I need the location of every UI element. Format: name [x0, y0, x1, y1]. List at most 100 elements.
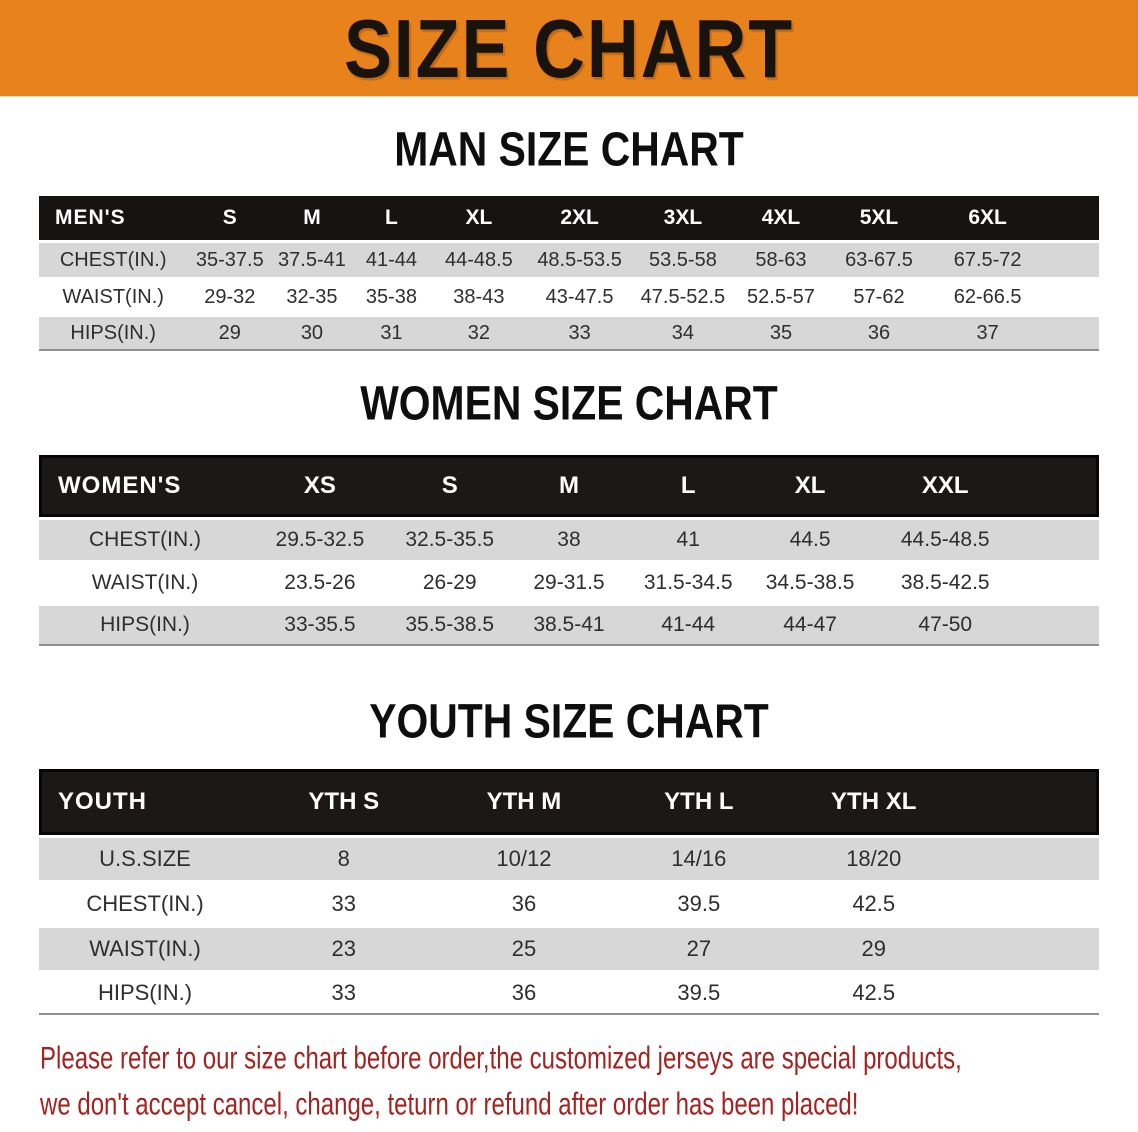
men-hips-row: HIPS(IN.) 29 30 31 32 33 34 35 36 37 — [39, 317, 1099, 351]
size-value: 35-38 — [351, 280, 432, 314]
men-size-table: MEN'S S M L XL 2XL 3XL 4XL 5XL 6XL CHEST… — [39, 193, 1099, 354]
youth-size-column-xl: YTH XL — [786, 769, 962, 835]
size-value: 8 — [251, 838, 437, 880]
men-size-column-6xl: 6XL — [929, 196, 1046, 240]
men-size-column-s: S — [187, 196, 273, 240]
spacer-cell — [961, 928, 1099, 970]
size-value: 41 — [627, 520, 750, 560]
size-value: 33 — [251, 973, 437, 1015]
men-table-label: MEN'S — [39, 196, 188, 240]
size-value: 23 — [251, 928, 437, 970]
spacer-cell — [1019, 606, 1099, 646]
youth-ussize-row: U.S.SIZE 8 10/12 14/16 18/20 — [39, 838, 1099, 880]
size-value: 67.5-72 — [929, 243, 1046, 277]
spacer-cell — [1019, 563, 1099, 603]
size-value: 41-44 — [351, 243, 432, 277]
youth-size-column-m: YTH M — [436, 769, 612, 835]
youth-hips-row: HIPS(IN.) 33 36 39.5 42.5 — [39, 973, 1099, 1015]
size-value: 44.5 — [749, 520, 872, 560]
spacer-cell — [961, 769, 1099, 835]
size-value: 39.5 — [611, 973, 787, 1015]
men-size-column-xl: XL — [431, 196, 527, 240]
size-value: 29 — [786, 928, 962, 970]
women-size-column-m: M — [510, 455, 628, 517]
men-size-column-l: L — [351, 196, 432, 240]
measure-label: CHEST(IN.) — [39, 520, 251, 560]
size-value: 39.5 — [611, 883, 787, 925]
size-value: 29 — [187, 317, 273, 351]
size-value: 36 — [436, 973, 612, 1015]
measure-label: WAIST(IN.) — [39, 280, 188, 314]
size-value: 47-50 — [871, 606, 1020, 646]
size-value: 62-66.5 — [929, 280, 1046, 314]
men-size-column-3xl: 3XL — [632, 196, 734, 240]
size-value: 26-29 — [388, 563, 511, 603]
size-value: 32.5-35.5 — [388, 520, 511, 560]
size-value: 42.5 — [786, 883, 962, 925]
spacer-cell — [1019, 455, 1099, 517]
youth-chest-row: CHEST(IN.) 33 36 39.5 42.5 — [39, 883, 1099, 925]
size-value: 31.5-34.5 — [627, 563, 750, 603]
size-value: 35.5-38.5 — [388, 606, 511, 646]
spacer-cell — [1045, 196, 1099, 240]
spacer-cell — [1045, 243, 1099, 277]
size-value: 57-62 — [828, 280, 930, 314]
men-header-row: MEN'S S M L XL 2XL 3XL 4XL 5XL 6XL — [39, 196, 1099, 240]
disclaimer-line-1: Please refer to our size chart before or… — [40, 1040, 962, 1076]
size-value: 38.5-41 — [510, 606, 628, 646]
women-table-label: WOMEN'S — [39, 455, 251, 517]
size-value: 53.5-58 — [632, 243, 734, 277]
women-chest-row: CHEST(IN.) 29.5-32.5 32.5-35.5 38 41 44.… — [39, 520, 1099, 560]
men-waist-row: WAIST(IN.) 29-32 32-35 35-38 38-43 43-47… — [39, 280, 1099, 314]
spacer-cell — [961, 883, 1099, 925]
youth-size-column-l: YTH L — [611, 769, 787, 835]
women-size-column-xl: XL — [749, 455, 872, 517]
size-value: 33 — [251, 883, 437, 925]
women-hips-row: HIPS(IN.) 33-35.5 35.5-38.5 38.5-41 41-4… — [39, 606, 1099, 646]
size-value: 25 — [436, 928, 612, 970]
size-value: 42.5 — [786, 973, 962, 1015]
size-value: 36 — [436, 883, 612, 925]
size-value: 29-32 — [187, 280, 273, 314]
measure-label: CHEST(IN.) — [39, 243, 188, 277]
youth-section-heading: YOUTH SIZE CHART — [369, 695, 769, 749]
size-value: 31 — [351, 317, 432, 351]
youth-waist-row: WAIST(IN.) 23 25 27 29 — [39, 928, 1099, 970]
size-value: 36 — [828, 317, 930, 351]
men-size-column-m: M — [272, 196, 352, 240]
size-value: 34.5-38.5 — [749, 563, 872, 603]
youth-table-label: YOUTH — [39, 769, 251, 835]
size-value: 14/16 — [611, 838, 787, 880]
women-size-column-xs: XS — [251, 455, 389, 517]
women-size-column-s: S — [388, 455, 511, 517]
banner-title: SIZE CHART — [343, 1, 795, 95]
women-size-table: WOMEN'S XS S M L XL XXL CHEST(IN.) 29.5-… — [39, 452, 1099, 649]
size-value: 18/20 — [786, 838, 962, 880]
men-size-column-4xl: 4XL — [733, 196, 829, 240]
size-value: 32 — [431, 317, 527, 351]
size-value: 33 — [526, 317, 633, 351]
measure-label: WAIST(IN.) — [39, 563, 251, 603]
women-header-row: WOMEN'S XS S M L XL XXL — [39, 455, 1099, 517]
size-value: 29.5-32.5 — [251, 520, 389, 560]
size-value: 44.5-48.5 — [871, 520, 1020, 560]
youth-header-row: YOUTH YTH S YTH M YTH L YTH XL — [39, 769, 1099, 835]
size-value: 35-37.5 — [187, 243, 273, 277]
women-waist-row: WAIST(IN.) 23.5-26 26-29 29-31.5 31.5-34… — [39, 563, 1099, 603]
spacer-cell — [961, 973, 1099, 1015]
size-value: 58-63 — [733, 243, 829, 277]
measure-label: HIPS(IN.) — [39, 973, 251, 1015]
spacer-cell — [1019, 520, 1099, 560]
spacer-cell — [961, 838, 1099, 880]
men-size-column-2xl: 2XL — [526, 196, 633, 240]
size-value: 23.5-26 — [251, 563, 389, 603]
men-size-column-5xl: 5XL — [828, 196, 930, 240]
disclaimer: Please refer to our size chart before or… — [40, 1036, 1138, 1128]
size-value: 43-47.5 — [526, 280, 633, 314]
size-value: 29-31.5 — [510, 563, 628, 603]
measure-label: HIPS(IN.) — [39, 317, 188, 351]
measure-label: U.S.SIZE — [39, 838, 251, 880]
spacer-cell — [1045, 280, 1099, 314]
size-value: 41-44 — [627, 606, 750, 646]
